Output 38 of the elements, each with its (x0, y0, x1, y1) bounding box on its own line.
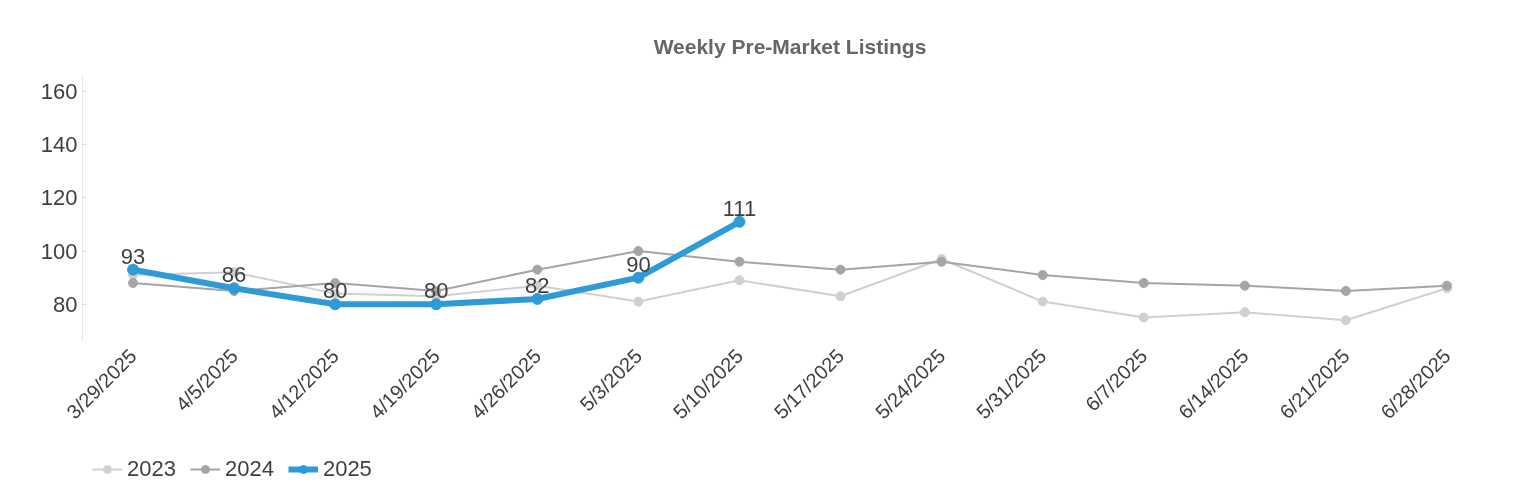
data-label: 82 (525, 272, 550, 298)
chart-title: Weekly Pre-Market Listings (653, 34, 927, 58)
data-label: 80 (424, 278, 449, 304)
point (632, 271, 645, 284)
point (127, 263, 140, 276)
point (1239, 280, 1250, 291)
point (1037, 296, 1048, 307)
point (733, 215, 746, 228)
data-label: 111 (722, 195, 757, 221)
data-label: 80 (322, 278, 348, 304)
y-tick-label: 160 (40, 78, 78, 104)
point (1340, 285, 1351, 296)
y-tick-label: 100 (40, 238, 78, 264)
point (835, 264, 846, 275)
point (1138, 312, 1149, 323)
legend-label: 2023 (127, 456, 176, 482)
point (1239, 307, 1250, 318)
y-tick-label: 140 (40, 132, 78, 158)
legend-label: 2025 (322, 456, 372, 482)
point (430, 298, 443, 311)
data-label: 86 (221, 262, 247, 288)
point (531, 292, 544, 305)
point (1037, 270, 1048, 280)
point (1138, 277, 1149, 288)
point (734, 256, 745, 267)
point (835, 291, 846, 302)
y-tick-label: 120 (40, 185, 78, 211)
point (633, 296, 644, 307)
data-label: 90 (626, 251, 651, 277)
legend-label: 2024 (224, 456, 274, 482)
point (128, 277, 139, 288)
point (633, 246, 644, 257)
data-label: 93 (120, 243, 146, 269)
point (734, 275, 745, 286)
point (329, 298, 342, 311)
point (532, 264, 543, 275)
y-tick-label: 80 (53, 291, 78, 317)
point (1340, 315, 1351, 326)
